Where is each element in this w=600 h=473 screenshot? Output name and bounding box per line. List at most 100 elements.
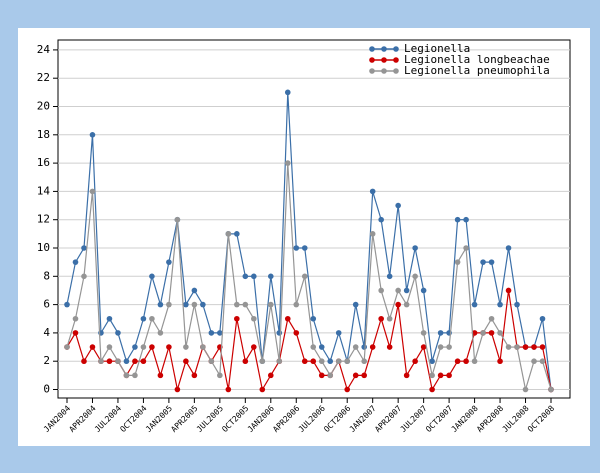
point bbox=[301, 245, 308, 251]
point bbox=[369, 231, 376, 237]
point bbox=[420, 287, 427, 294]
point bbox=[531, 344, 537, 350]
legend-marker bbox=[369, 46, 375, 52]
point bbox=[429, 386, 435, 393]
point bbox=[200, 344, 206, 350]
legend-label: Legionella pneumophila bbox=[404, 64, 550, 77]
point bbox=[352, 344, 359, 350]
point bbox=[242, 273, 249, 280]
point bbox=[310, 344, 317, 350]
point bbox=[395, 287, 401, 294]
point bbox=[234, 231, 240, 237]
point bbox=[412, 273, 418, 280]
point bbox=[548, 386, 554, 393]
point bbox=[81, 358, 87, 365]
point bbox=[522, 386, 529, 393]
point bbox=[132, 358, 138, 365]
point bbox=[208, 330, 215, 336]
point bbox=[106, 344, 113, 350]
series-line bbox=[66, 290, 552, 392]
point bbox=[310, 358, 317, 365]
point bbox=[488, 315, 495, 322]
point bbox=[412, 245, 418, 251]
point bbox=[251, 315, 257, 322]
point bbox=[412, 358, 418, 365]
point bbox=[437, 344, 444, 350]
y-tick-label: 2 bbox=[43, 354, 50, 367]
point bbox=[251, 273, 257, 280]
plot-frame bbox=[57, 39, 571, 399]
point bbox=[318, 372, 325, 379]
point bbox=[378, 315, 384, 322]
y-tick-label: 4 bbox=[43, 326, 50, 339]
point bbox=[361, 372, 367, 379]
point bbox=[267, 273, 274, 280]
point bbox=[369, 344, 376, 350]
point bbox=[488, 259, 495, 265]
point bbox=[267, 301, 274, 308]
point bbox=[225, 231, 232, 237]
point bbox=[386, 315, 393, 322]
point bbox=[454, 216, 461, 223]
legend-marker bbox=[381, 57, 387, 63]
point bbox=[208, 358, 215, 365]
point bbox=[293, 301, 300, 308]
legend-marker bbox=[393, 46, 399, 52]
point bbox=[539, 315, 546, 322]
point bbox=[157, 330, 164, 336]
point bbox=[293, 330, 300, 336]
point bbox=[335, 330, 342, 336]
point bbox=[191, 287, 198, 294]
point bbox=[81, 273, 87, 280]
point bbox=[89, 132, 96, 138]
point bbox=[217, 372, 223, 379]
point bbox=[505, 344, 512, 350]
point bbox=[115, 330, 121, 336]
point bbox=[98, 358, 104, 365]
point bbox=[352, 301, 359, 308]
point bbox=[293, 245, 300, 251]
point bbox=[386, 273, 393, 280]
point bbox=[488, 330, 495, 336]
point bbox=[471, 358, 478, 365]
y-tick-label: 24 bbox=[37, 43, 51, 56]
point bbox=[454, 259, 461, 265]
point bbox=[480, 330, 486, 336]
point bbox=[106, 358, 113, 365]
point bbox=[463, 245, 469, 251]
point bbox=[106, 315, 113, 322]
point bbox=[191, 301, 198, 308]
point bbox=[149, 273, 155, 280]
point bbox=[369, 188, 376, 195]
point bbox=[174, 216, 181, 223]
point bbox=[284, 89, 291, 96]
point bbox=[463, 358, 469, 365]
point bbox=[395, 301, 401, 308]
point bbox=[352, 372, 359, 379]
point bbox=[429, 372, 435, 379]
point bbox=[514, 344, 520, 350]
legend-marker bbox=[393, 68, 399, 74]
point bbox=[378, 287, 384, 294]
point bbox=[217, 330, 223, 336]
point bbox=[403, 301, 410, 308]
point bbox=[344, 358, 351, 365]
y-tick-label: 18 bbox=[37, 128, 50, 141]
point bbox=[420, 330, 427, 336]
point bbox=[259, 386, 266, 393]
point bbox=[242, 358, 249, 365]
y-tick-label: 8 bbox=[43, 269, 50, 282]
point bbox=[386, 344, 393, 350]
point bbox=[318, 358, 325, 365]
y-tick-label: 6 bbox=[43, 298, 50, 311]
point bbox=[234, 315, 240, 322]
legend-label: Legionella longbeachae bbox=[404, 53, 550, 66]
point bbox=[403, 287, 410, 294]
point bbox=[72, 259, 79, 265]
point bbox=[344, 386, 351, 393]
y-tick-label: 20 bbox=[37, 100, 50, 113]
point bbox=[446, 372, 452, 379]
point bbox=[89, 188, 96, 195]
point bbox=[301, 273, 308, 280]
